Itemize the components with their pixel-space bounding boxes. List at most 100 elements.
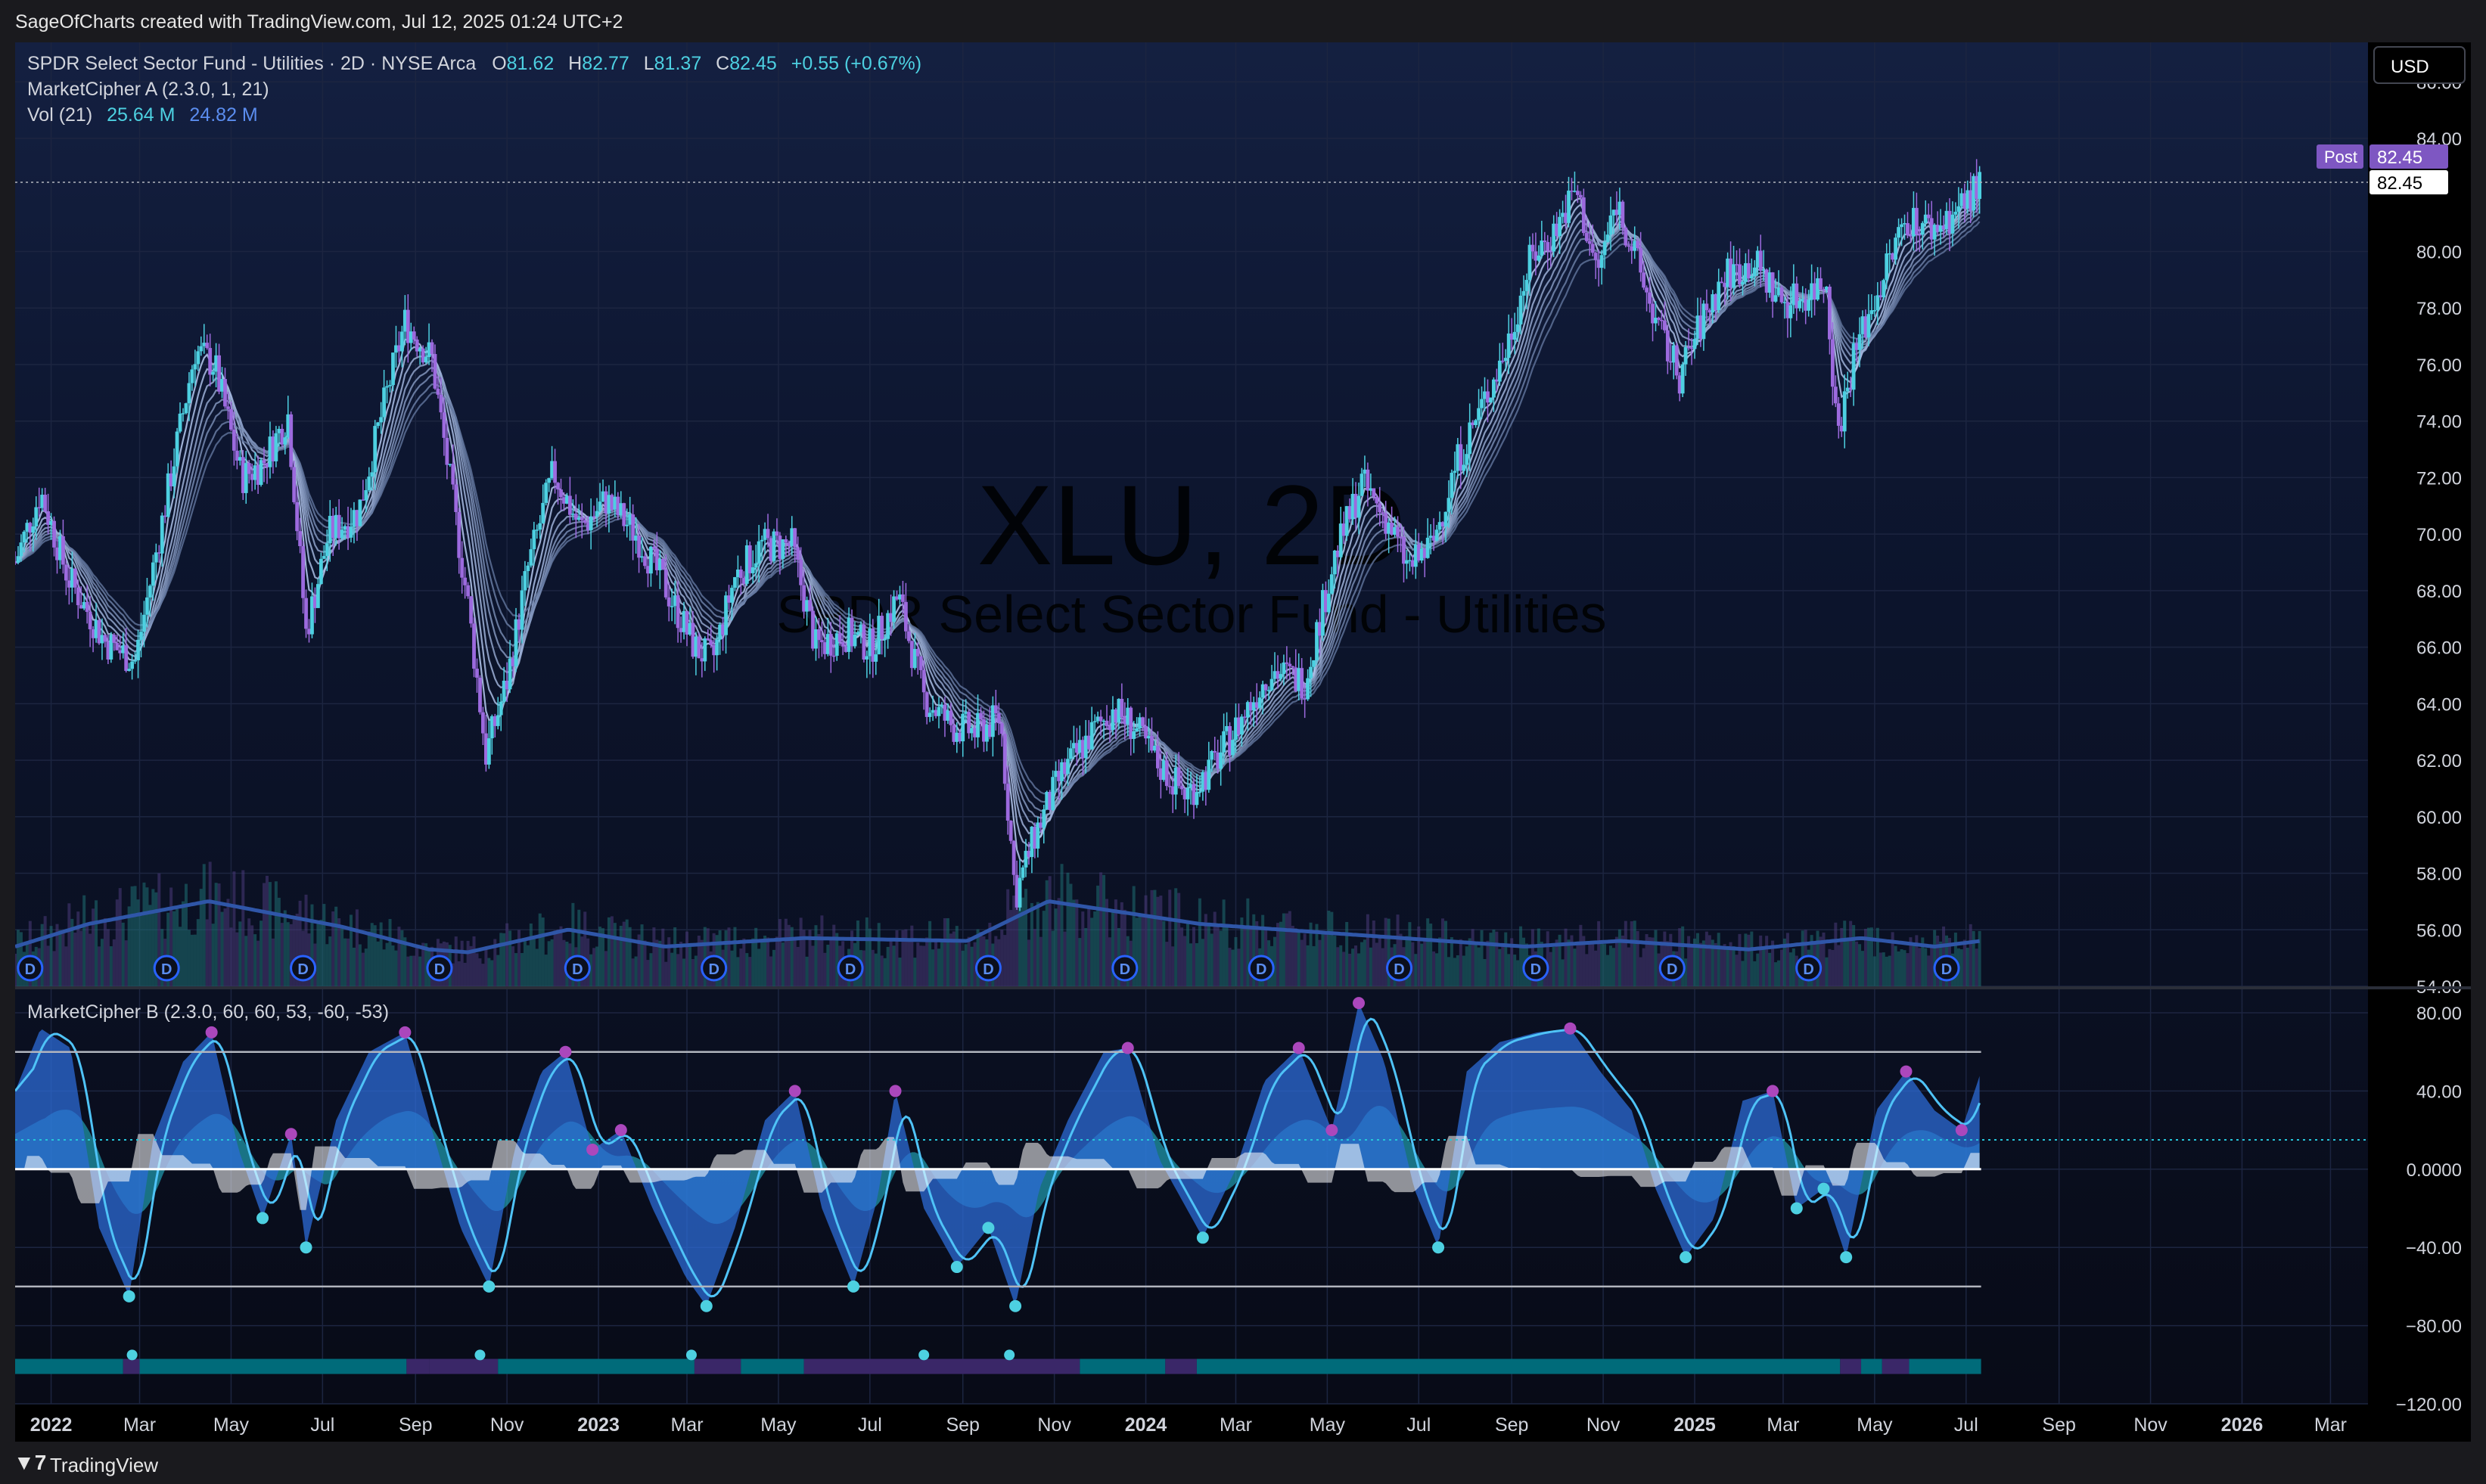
candle-body <box>1944 210 1949 230</box>
candle-body <box>1297 668 1301 691</box>
trend-dot <box>685 1349 697 1361</box>
legend-open: 81.62 <box>507 53 555 74</box>
volume-bar <box>1869 927 1873 986</box>
candle-body <box>1210 750 1214 760</box>
candle-body <box>1900 224 1903 228</box>
candle-body <box>499 701 503 716</box>
price-tick-label: 60.00 <box>2416 808 2462 828</box>
candle-body <box>439 394 443 413</box>
candle-body <box>651 546 656 549</box>
candle-body <box>379 417 384 423</box>
candle-body <box>1965 190 1970 209</box>
post-price: 82.45 <box>2377 147 2422 168</box>
candle-body <box>1836 403 1841 426</box>
volume-bar <box>1504 932 1508 986</box>
candle-body <box>1237 717 1241 735</box>
volume-bar <box>526 945 530 986</box>
candle-body <box>1674 345 1679 376</box>
volume-bar <box>949 933 952 986</box>
dividend-marker-label: D <box>1667 961 1677 978</box>
candle-body <box>831 655 836 657</box>
volume-bar <box>517 930 521 986</box>
candle-body <box>1561 213 1565 217</box>
volume-bar <box>55 924 59 986</box>
candle-body <box>394 345 398 353</box>
candle-body <box>1266 690 1271 691</box>
volume-bar <box>1027 939 1030 986</box>
chart-svg[interactable]: XLU, 2D SPDR Select Sector Fund - Utilit… <box>13 42 2471 1442</box>
dividend-marker <box>153 955 180 982</box>
osc-tick-label: 80.00 <box>2416 1004 2462 1024</box>
candle-body <box>1045 791 1049 810</box>
volume-bar <box>1147 915 1151 986</box>
candle-body <box>1972 175 1976 211</box>
candle-body <box>40 495 45 508</box>
volume-bar <box>1747 934 1751 986</box>
candle-body <box>124 645 129 671</box>
volume-bar <box>769 956 773 986</box>
candle-body <box>1576 191 1580 195</box>
candle-body <box>469 596 473 624</box>
tradingview-brand[interactable]: TradingView <box>50 1454 159 1476</box>
candle-body <box>1926 214 1931 219</box>
candle-body <box>85 601 89 613</box>
candle-body <box>793 528 797 548</box>
volume-bar <box>1030 902 1033 986</box>
volume-bar <box>1516 960 1520 986</box>
candle-body <box>1714 293 1718 310</box>
volume-bar <box>289 924 293 986</box>
volume-bar <box>199 889 203 986</box>
volume-bar <box>481 964 485 986</box>
volume-bar <box>1744 933 1748 986</box>
candle-body <box>253 465 257 480</box>
candle-body <box>163 515 167 517</box>
candle-body <box>718 624 722 640</box>
volume-bar <box>880 955 884 986</box>
currency-button[interactable]: USD <box>2373 46 2466 84</box>
volume-bar <box>1375 942 1378 986</box>
volume-bar <box>1701 940 1705 986</box>
volume-bar <box>217 883 221 986</box>
candle-body <box>1524 280 1529 291</box>
candle-body <box>190 369 194 383</box>
volume-bar <box>604 951 608 986</box>
volume-bar <box>967 936 971 986</box>
candle-body <box>949 710 953 725</box>
volume-bar <box>220 911 224 986</box>
dividend-marker-label: D <box>434 961 445 978</box>
volume-bar <box>1348 953 1352 986</box>
volume-bar <box>766 937 770 986</box>
candle-body <box>1857 334 1862 350</box>
volume-bar <box>1558 934 1562 986</box>
tradingview-logo-icon[interactable]: ▼7 <box>14 1451 47 1474</box>
candle-body <box>886 613 890 639</box>
volume-bar <box>1099 872 1103 986</box>
volume-bar <box>14 953 17 986</box>
candle-body <box>457 511 461 558</box>
volume-bar <box>856 921 859 986</box>
osc-tick-label: 40.00 <box>2416 1082 2462 1102</box>
volume-bar <box>1819 936 1823 986</box>
time-tick-label: Nov <box>490 1414 524 1436</box>
candle-body <box>1138 717 1142 728</box>
candle-body <box>1486 391 1490 403</box>
candle-body <box>337 514 341 539</box>
volume-bar <box>523 940 527 986</box>
volume-bar <box>958 942 962 986</box>
candle-body <box>1534 251 1538 261</box>
volume-bar <box>1753 961 1757 986</box>
candle-body <box>1219 752 1223 769</box>
candle-body <box>999 723 1004 734</box>
candle-body <box>1480 399 1484 408</box>
volume-bar <box>52 951 56 986</box>
candle-body <box>871 628 875 662</box>
candle-body <box>862 624 866 660</box>
trend-bar-segment <box>1882 1358 1910 1374</box>
candle-body <box>1636 241 1640 248</box>
candle-body <box>1213 750 1217 753</box>
volume-bar <box>334 906 338 986</box>
volume-bar <box>544 955 548 986</box>
volume-bar <box>691 958 695 986</box>
volume-bar <box>1933 930 1937 986</box>
chart-frame[interactable]: XLU, 2D SPDR Select Sector Fund - Utilit… <box>13 42 2471 1442</box>
